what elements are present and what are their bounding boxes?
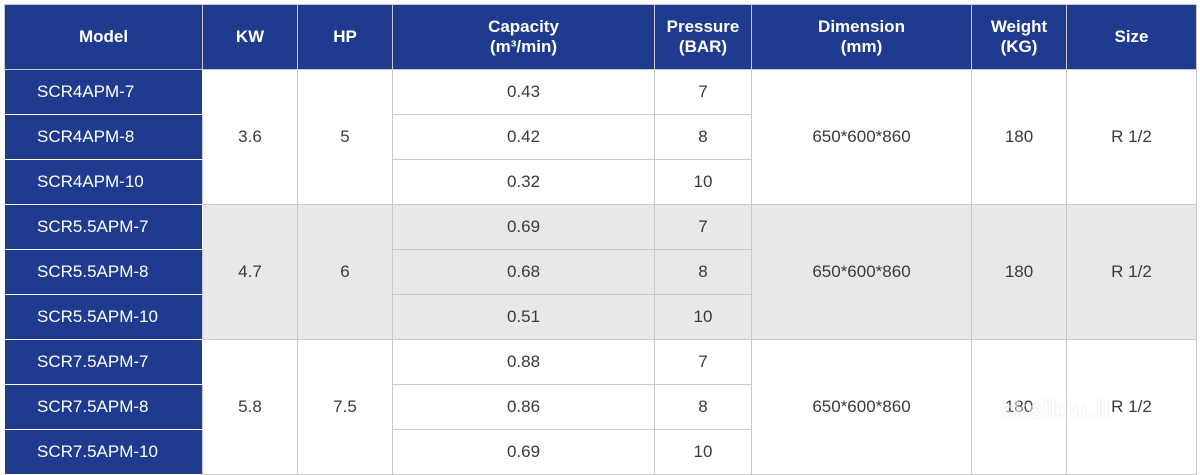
table-row: SCR4APM-8 0.42 8 bbox=[4, 114, 1197, 160]
weight-cell: 180 bbox=[971, 204, 1067, 340]
table-row: SCR5.5APM-10 0.51 10 bbox=[4, 294, 1197, 340]
table-row: SCR7.5APM-7 5.8 7.5 0.88 7 650*600*860 1… bbox=[4, 339, 1197, 475]
pressure-cell: 8 bbox=[654, 114, 752, 160]
model-cell: SCR7.5APM-10 bbox=[4, 429, 203, 475]
pressure-cell: 10 bbox=[654, 429, 752, 475]
header-pressure-unit: (BAR) bbox=[678, 37, 728, 56]
hp-cell: 7.5 bbox=[297, 339, 393, 475]
dimension-cell: 650*600*860 bbox=[751, 69, 972, 205]
model-cell: SCR5.5APM-8 bbox=[4, 249, 203, 295]
capacity-cell: 0.88 bbox=[392, 339, 655, 385]
dimension-cell: 650*600*860 bbox=[751, 339, 972, 475]
pressure-cell: 8 bbox=[654, 249, 752, 295]
table-row: SCR4APM-10 0.32 10 bbox=[4, 159, 1197, 205]
model-cell: SCR4APM-7 bbox=[4, 69, 203, 115]
kw-cell: 3.6 bbox=[202, 69, 298, 205]
size-cell: R 1/2 bbox=[1066, 69, 1197, 205]
capacity-cell: 0.69 bbox=[392, 204, 655, 250]
pressure-cell: 10 bbox=[654, 294, 752, 340]
capacity-cell: 0.42 bbox=[392, 114, 655, 160]
hp-cell: 6 bbox=[297, 204, 393, 340]
header-dimension: Dimension (mm) bbox=[751, 4, 972, 70]
header-model: Model bbox=[4, 4, 203, 70]
header-weight: Weight (KG) bbox=[971, 4, 1067, 70]
dimension-cell: 650*600*860 bbox=[751, 204, 972, 340]
header-pressure: Pressure (BAR) bbox=[654, 4, 752, 70]
header-dimension-unit: (mm) bbox=[840, 37, 883, 56]
header-dimension-label: Dimension bbox=[818, 17, 905, 36]
weight-cell: 180 bbox=[971, 339, 1067, 475]
capacity-cell: 0.43 bbox=[392, 69, 655, 115]
size-cell: R 1/2 bbox=[1066, 339, 1197, 475]
table-row: SCR4APM-7 3.6 5 0.43 7 650*600*860 180 R… bbox=[4, 69, 1197, 205]
table-row: SCR5.5APM-7 4.7 6 0.69 7 650*600*860 180… bbox=[4, 204, 1197, 340]
kw-cell: 4.7 bbox=[202, 204, 298, 340]
kw-cell: 5.8 bbox=[202, 339, 298, 475]
capacity-cell: 0.68 bbox=[392, 249, 655, 295]
header-size: Size bbox=[1066, 4, 1197, 70]
pressure-cell: 7 bbox=[654, 339, 752, 385]
capacity-cell: 0.32 bbox=[392, 159, 655, 205]
header-kw: KW bbox=[202, 4, 298, 70]
pressure-cell: 7 bbox=[654, 204, 752, 250]
pressure-cell: 7 bbox=[654, 69, 752, 115]
model-cell: SCR5.5APM-7 bbox=[4, 204, 203, 250]
weight-cell: 180 bbox=[971, 69, 1067, 205]
specification-table: Model KW HP Capacity (m³/min) Pressure (… bbox=[4, 4, 1197, 475]
header-capacity-unit: (m³/min) bbox=[489, 37, 558, 56]
header-row: Model KW HP Capacity (m³/min) Pressure (… bbox=[4, 4, 1197, 70]
hp-cell: 5 bbox=[297, 69, 393, 205]
header-pressure-label: Pressure bbox=[666, 17, 740, 36]
model-cell: SCR7.5APM-8 bbox=[4, 384, 203, 430]
model-cell: SCR7.5APM-7 bbox=[4, 339, 203, 385]
table-row: SCR7.5APM-8 0.86 8 bbox=[4, 384, 1197, 430]
header-weight-label: Weight bbox=[990, 17, 1048, 36]
header-weight-unit: (KG) bbox=[1000, 37, 1038, 56]
header-capacity-label: Capacity bbox=[488, 17, 559, 36]
model-cell: SCR4APM-10 bbox=[4, 159, 203, 205]
header-hp: HP bbox=[297, 4, 393, 70]
table-row: SCR7.5APM-10 0.69 10 bbox=[4, 429, 1197, 475]
pressure-cell: 8 bbox=[654, 384, 752, 430]
model-cell: SCR4APM-8 bbox=[4, 114, 203, 160]
capacity-cell: 0.51 bbox=[392, 294, 655, 340]
size-cell: R 1/2 bbox=[1066, 204, 1197, 340]
capacity-cell: 0.86 bbox=[392, 384, 655, 430]
header-capacity: Capacity (m³/min) bbox=[392, 4, 655, 70]
model-cell: SCR5.5APM-10 bbox=[4, 294, 203, 340]
pressure-cell: 10 bbox=[654, 159, 752, 205]
capacity-cell: 0.69 bbox=[392, 429, 655, 475]
